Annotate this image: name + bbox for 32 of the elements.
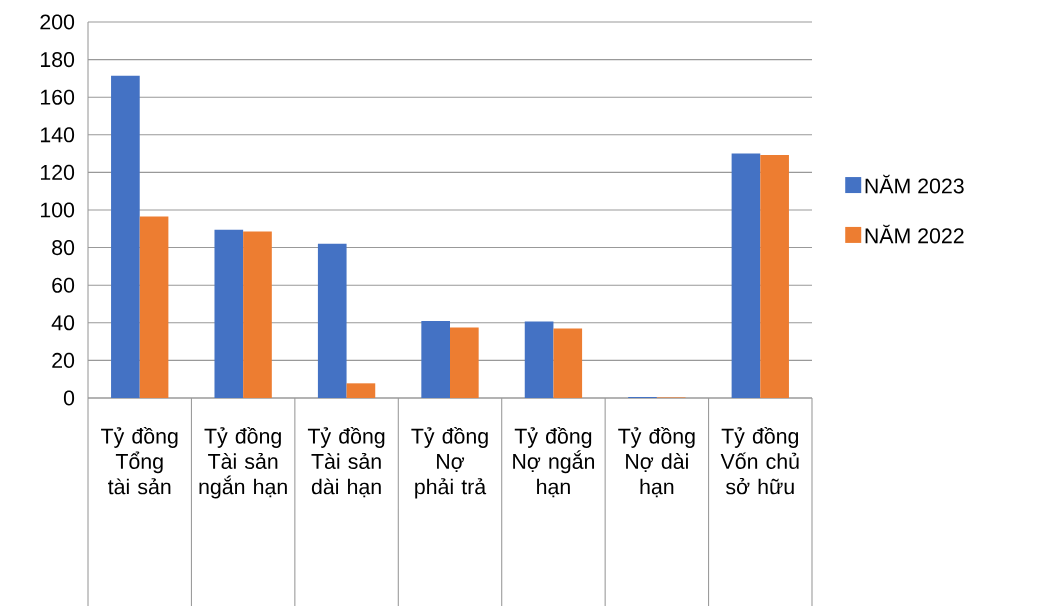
x-tick-label: Tỷ đồng Tài sản ngắn hạn bbox=[199, 427, 287, 499]
bar bbox=[346, 383, 376, 398]
y-tick-label: 140 bbox=[40, 127, 75, 143]
y-tick-label: 100 bbox=[40, 202, 75, 218]
bar bbox=[317, 243, 347, 398]
y-tick-label: 200 bbox=[40, 14, 75, 30]
x-tick-label: Tỷ đồng Nợ ngắn hạn bbox=[513, 427, 595, 498]
bar bbox=[111, 75, 140, 398]
bar bbox=[243, 231, 272, 398]
x-tick-label: Tỷ đồng Tài sản dài hạn bbox=[307, 427, 385, 498]
y-tick-label: 40 bbox=[51, 315, 75, 331]
y-tick-label: 180 bbox=[40, 52, 75, 68]
x-tick-label: Tỷ đồng Nợ dài hạn bbox=[618, 427, 695, 498]
bar bbox=[421, 320, 450, 398]
bar bbox=[760, 154, 789, 398]
legend-label: NĂM 2023 bbox=[865, 174, 964, 194]
x-tick-label: Tỷ đồng Nợ phải trả bbox=[411, 427, 488, 499]
y-tick-label: 60 bbox=[52, 277, 75, 293]
bar bbox=[731, 153, 761, 398]
bar bbox=[450, 327, 479, 398]
y-tick-label: 0 bbox=[63, 390, 75, 406]
bar bbox=[214, 229, 244, 398]
x-tick-label: Tỷ đồng Tổng tài sản bbox=[101, 427, 178, 495]
legend-label: NĂM 2022 bbox=[865, 224, 964, 244]
bar bbox=[553, 328, 583, 398]
x-tick-label: Tỷ đồng Vốn chủ sở hữu bbox=[720, 427, 799, 495]
bar bbox=[139, 216, 169, 398]
bar bbox=[524, 321, 554, 398]
y-tick-label: 120 bbox=[40, 164, 75, 180]
y-tick-label: 80 bbox=[52, 240, 75, 256]
y-tick-label: 20 bbox=[52, 352, 75, 368]
y-tick-label: 160 bbox=[40, 89, 75, 105]
